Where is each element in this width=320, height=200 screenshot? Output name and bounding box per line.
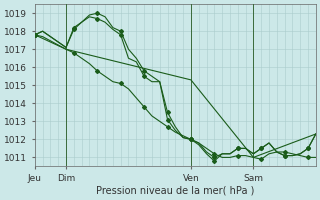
X-axis label: Pression niveau de la mer( hPa ): Pression niveau de la mer( hPa ) bbox=[96, 186, 254, 196]
